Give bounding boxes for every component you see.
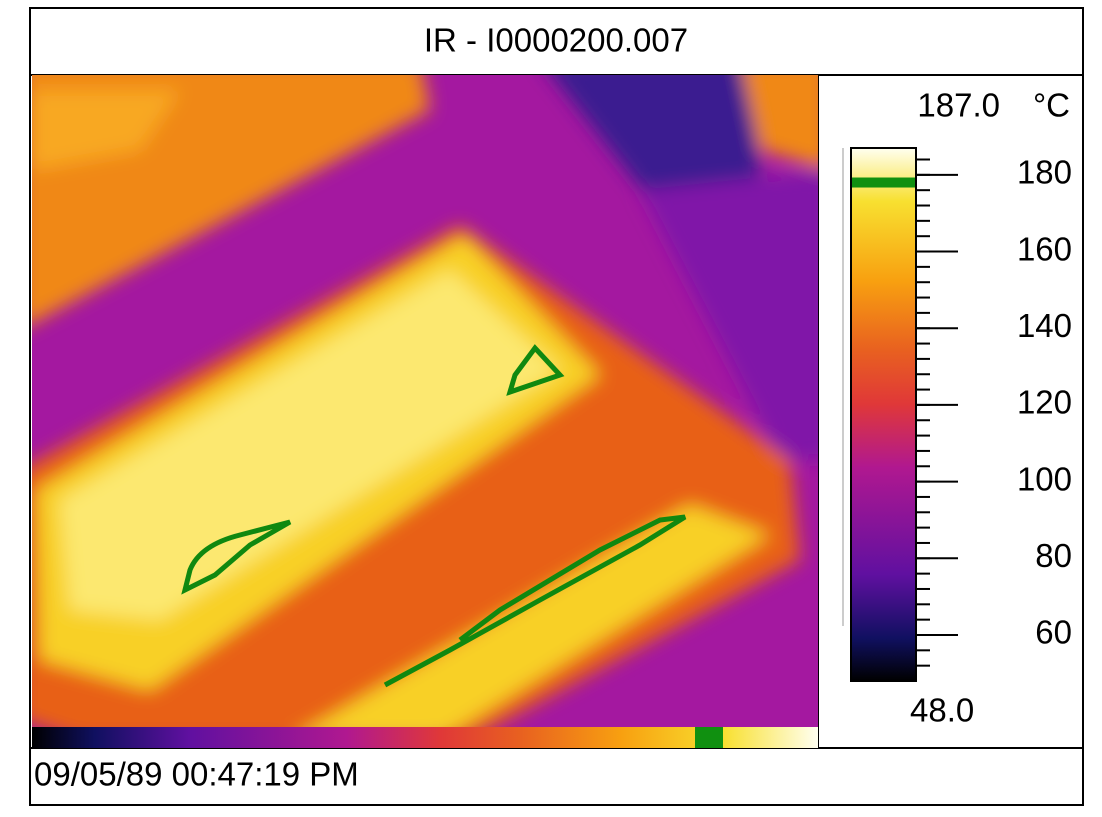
palette-strip bbox=[32, 727, 818, 748]
min-label: 48.0 bbox=[910, 692, 974, 729]
tick-label: 100 bbox=[1017, 460, 1072, 497]
tick-label: 80 bbox=[1035, 537, 1072, 574]
tick-label: 140 bbox=[1017, 307, 1072, 344]
thermal-image bbox=[32, 75, 818, 727]
isotherm-marker bbox=[695, 727, 723, 748]
max-label: 187.0 bbox=[917, 87, 1000, 124]
tick-label: 120 bbox=[1017, 384, 1072, 421]
color-scale bbox=[850, 147, 917, 682]
tick-label: 180 bbox=[1017, 154, 1072, 191]
tick-label: 60 bbox=[1035, 614, 1072, 651]
title: IR - I0000200.007 bbox=[424, 22, 688, 59]
tick-label: 160 bbox=[1017, 230, 1072, 267]
timestamp: 09/05/89 00:47:19 PM bbox=[34, 756, 359, 793]
unit: °C bbox=[1033, 87, 1070, 124]
isotherm-level bbox=[852, 177, 915, 188]
